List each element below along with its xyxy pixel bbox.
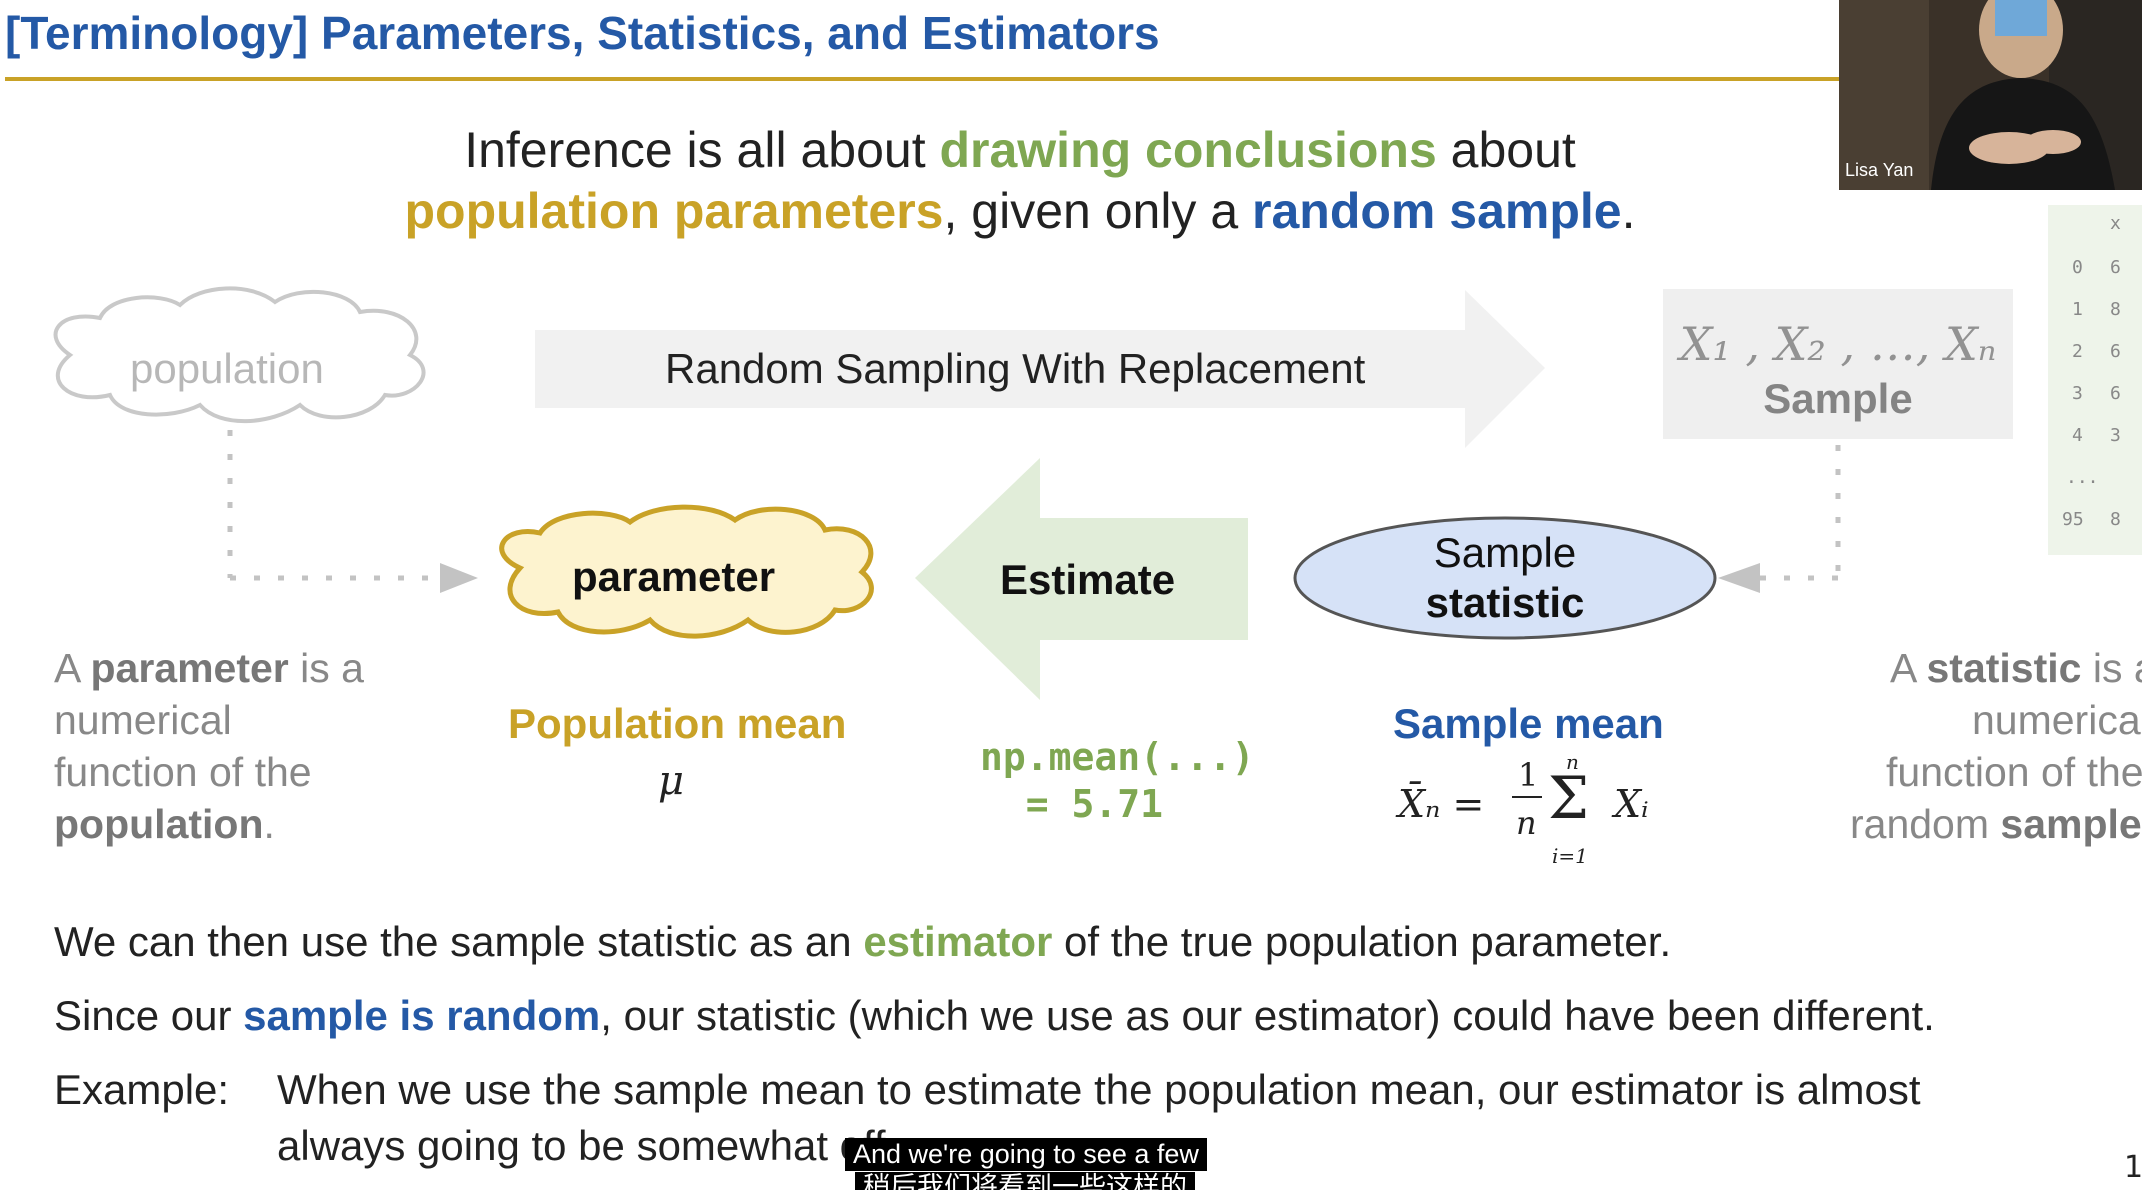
intro-text-4: . <box>1621 183 1636 239</box>
presenter-video-frame <box>1839 0 2142 190</box>
side-table-cell: 6 <box>2110 257 2121 278</box>
side-table-cell: 2 <box>2072 341 2083 362</box>
body-text: Since our <box>54 992 244 1039</box>
page-number: 1 <box>2124 1150 2142 1185</box>
subtitle-english: And we're going to see a few <box>845 1138 1207 1171</box>
title-underline <box>5 77 1843 81</box>
intro-text-1: Inference is all about <box>464 122 940 178</box>
side-table-cell: 0 <box>2072 257 2083 278</box>
inference-statement: Inference is all about drawing conclusio… <box>0 120 2040 242</box>
defn-text: function of the <box>54 749 312 795</box>
sample-mean-formula: X̄ₙ = 1 n n Σ i=1 Xᵢ <box>1398 750 1668 872</box>
body-text: , our statistic (which we use as our est… <box>600 992 1935 1039</box>
body-text: We can then use the sample statistic as … <box>54 918 864 965</box>
sample-label: Sample <box>1763 375 1913 422</box>
slide-title: [Terminology] Parameters, Statistics, an… <box>5 7 1160 59</box>
defn-text: . <box>263 801 275 847</box>
side-table-cell: 3 <box>2072 383 2083 404</box>
side-table-cell: 95 <box>2062 509 2084 530</box>
sample-box: X₁ , X₂ , …, Xₙ Sample <box>1663 289 2013 439</box>
side-table-cell: 6 <box>2110 341 2121 362</box>
random-sampling-label: Random Sampling With Replacement <box>665 345 1366 392</box>
webcam-video <box>1839 0 2142 190</box>
statistic-line-2: statistic <box>1425 579 1585 626</box>
code-line-2: = 5.71 <box>980 782 1164 826</box>
formula-denominator: n <box>1516 804 1537 842</box>
estimate-arrow <box>915 458 1248 700</box>
formula-numerator: 1 <box>1518 756 1539 794</box>
population-cloud <box>53 286 426 424</box>
intro-highlight-population-parameters: population parameters <box>404 183 944 239</box>
side-table-cell: ... <box>2066 467 2099 488</box>
body-highlight-sample-is-random: sample is random <box>243 992 601 1039</box>
defn-term-population: population <box>54 801 264 847</box>
defn-term-statistic: statistic <box>1926 645 2082 691</box>
defn-text: is a <box>288 645 364 691</box>
code-line-1: np.mean(...) <box>980 735 1255 779</box>
formula-term: Xᵢ <box>1614 782 1649 826</box>
sample-variables: X₁ , X₂ , …, Xₙ <box>1679 317 1997 371</box>
formula-fraction-bar <box>1512 796 1542 798</box>
statistic-definition: A statistic is a numerical function of t… <box>1850 642 2142 852</box>
sample-statistic-label: Sample statistic <box>1355 528 1655 628</box>
sample-mean-label: Sample mean <box>1393 700 1664 747</box>
defn-text: A <box>54 645 91 691</box>
side-table-cell: 6 <box>2110 383 2121 404</box>
population-label: population <box>130 345 324 392</box>
intro-text-2: about <box>1436 122 1576 178</box>
side-data-table: x 0 6 1 8 2 6 3 6 4 3 ... 95 8 <box>2048 205 2142 555</box>
side-table-cell: 4 <box>2072 425 2083 446</box>
parameter-cloud <box>499 504 874 639</box>
defn-text: numerical <box>54 697 232 743</box>
defn-text: is a <box>2092 645 2142 691</box>
side-table-cell: 8 <box>2110 299 2121 320</box>
defn-term-sample: sample <box>2000 801 2142 847</box>
defn-text: random <box>1850 801 2001 847</box>
example-line-2: always going to be somewhat off. <box>277 1122 898 1169</box>
population-dotted-connector <box>227 430 478 593</box>
body-text: of the true population parameter. <box>1052 918 1672 965</box>
example-line-1: When we use the sample mean to estimate … <box>277 1066 1921 1113</box>
formula-lhs: X̄ₙ = <box>1398 782 1485 826</box>
defn-text: function of the <box>1886 749 2142 795</box>
np-mean-code: np.mean(...) = 5.71 <box>980 734 1255 828</box>
subtitle-chinese: 稍后我们将看到一些这样的 <box>855 1172 1195 1190</box>
body-highlight-estimator: estimator <box>863 918 1053 965</box>
population-mean-label: Population mean <box>508 700 847 747</box>
formula-sum-lower: i=1 <box>1552 844 1588 868</box>
body-line-random: Since our sample is random, our statisti… <box>54 992 1935 1040</box>
estimate-label: Estimate <box>1000 556 1176 603</box>
side-table-cell: 3 <box>2110 425 2121 446</box>
parameter-definition: A parameter is a numerical function of t… <box>54 642 364 850</box>
defn-text: numerical <box>1972 697 2142 743</box>
side-table-header: x <box>2110 213 2121 234</box>
random-sampling-arrow <box>535 290 1545 448</box>
intro-text-3: , given only a <box>943 183 1253 239</box>
parameter-label: parameter <box>572 553 776 600</box>
statistic-ellipse <box>1293 516 1717 640</box>
example-label: Example: <box>54 1066 230 1113</box>
defn-term-parameter: parameter <box>90 645 289 691</box>
formula-sum-upper: n <box>1566 750 1579 774</box>
statistic-line-1: Sample <box>1433 529 1577 576</box>
formula-sigma: Σ <box>1548 764 1590 832</box>
intro-highlight-random-sample: random sample <box>1252 183 1622 239</box>
intro-highlight-drawing-conclusions: drawing conclusions <box>939 122 1437 178</box>
mu-symbol: μ <box>658 758 684 804</box>
body-line-estimator: We can then use the sample statistic as … <box>54 918 1671 966</box>
sample-dotted-connector <box>1718 445 1841 593</box>
side-table-cell: 8 <box>2110 509 2121 530</box>
side-table-cell: 1 <box>2072 299 2083 320</box>
defn-text: A <box>1890 645 1927 691</box>
webcam-name: Lisa Yan <box>1845 160 1914 180</box>
